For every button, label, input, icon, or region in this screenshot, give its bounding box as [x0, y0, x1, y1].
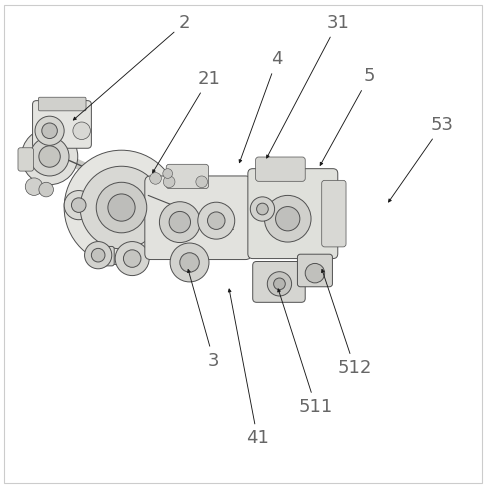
Circle shape: [163, 176, 175, 187]
Circle shape: [208, 212, 225, 229]
FancyBboxPatch shape: [253, 262, 305, 303]
Circle shape: [169, 211, 191, 233]
Circle shape: [267, 272, 292, 296]
Circle shape: [257, 203, 268, 215]
Circle shape: [39, 146, 60, 167]
Text: 53: 53: [388, 116, 454, 202]
Circle shape: [25, 178, 43, 195]
FancyBboxPatch shape: [33, 101, 91, 148]
Circle shape: [163, 169, 173, 179]
Text: 41: 41: [228, 289, 269, 447]
Text: 2: 2: [73, 14, 191, 120]
Circle shape: [150, 173, 161, 184]
Circle shape: [170, 243, 209, 282]
Text: 21: 21: [153, 70, 221, 173]
Circle shape: [180, 253, 199, 272]
Circle shape: [123, 250, 141, 267]
Text: 512: 512: [322, 269, 372, 377]
Text: 5: 5: [320, 67, 375, 165]
Text: 3: 3: [188, 269, 220, 369]
Circle shape: [64, 190, 93, 220]
Text: 4: 4: [239, 50, 283, 163]
Circle shape: [96, 183, 147, 233]
FancyBboxPatch shape: [166, 164, 208, 188]
Circle shape: [35, 116, 64, 145]
Circle shape: [196, 176, 208, 187]
FancyBboxPatch shape: [18, 148, 34, 171]
Circle shape: [85, 242, 112, 269]
FancyBboxPatch shape: [92, 246, 114, 266]
Circle shape: [73, 122, 90, 140]
Circle shape: [305, 264, 325, 283]
FancyBboxPatch shape: [38, 97, 86, 111]
Circle shape: [91, 248, 105, 262]
Circle shape: [198, 202, 235, 239]
Circle shape: [115, 242, 149, 276]
Circle shape: [21, 128, 78, 184]
Circle shape: [250, 197, 275, 221]
Circle shape: [30, 137, 69, 176]
Circle shape: [159, 202, 200, 243]
FancyBboxPatch shape: [322, 181, 346, 247]
Text: 31: 31: [267, 14, 349, 158]
Circle shape: [108, 194, 135, 221]
Circle shape: [80, 166, 163, 249]
FancyBboxPatch shape: [145, 176, 251, 260]
Circle shape: [64, 150, 179, 265]
FancyBboxPatch shape: [256, 157, 305, 182]
Circle shape: [42, 123, 57, 139]
Circle shape: [276, 206, 300, 231]
Circle shape: [39, 183, 53, 197]
FancyBboxPatch shape: [248, 169, 338, 259]
Circle shape: [274, 278, 285, 290]
FancyBboxPatch shape: [297, 254, 332, 287]
Text: 511: 511: [278, 289, 333, 416]
Circle shape: [264, 195, 311, 242]
Circle shape: [71, 198, 86, 212]
